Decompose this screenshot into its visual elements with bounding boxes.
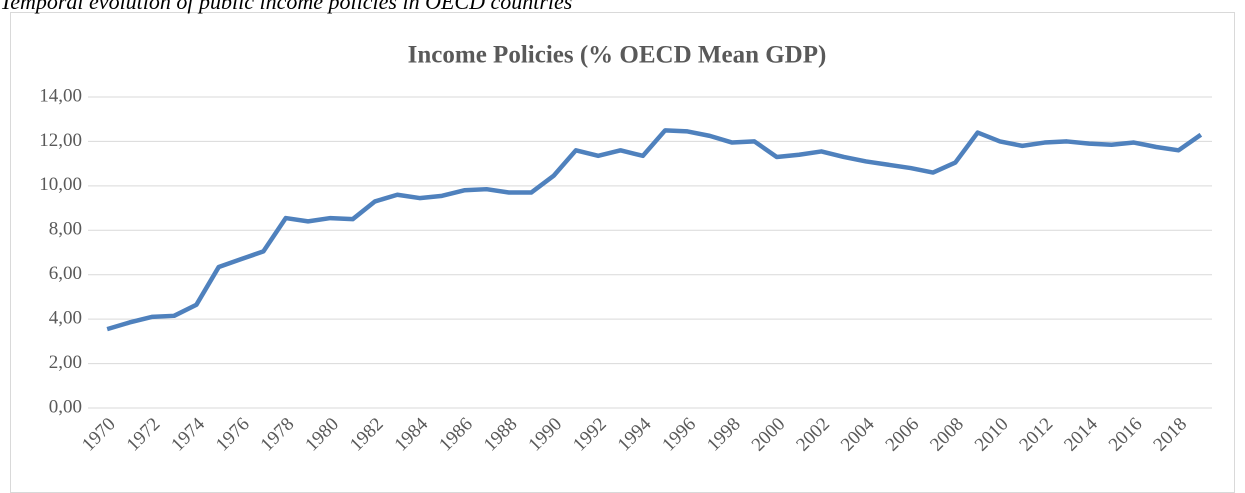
y-tick-label: 14,00 [39, 85, 82, 106]
y-tick-label: 6,00 [49, 263, 82, 284]
y-tick-label: 12,00 [39, 130, 82, 151]
y-tick-label: 4,00 [49, 308, 82, 329]
y-tick-label: 0,00 [49, 396, 82, 417]
data-line [106, 128, 1203, 332]
chart-title: Income Policies (% OECD Mean GDP) [408, 42, 827, 69]
y-tick-label: 8,00 [49, 219, 82, 240]
caption: Temporal evolution of public income poli… [0, 0, 572, 14]
y-tick-label: 10,00 [39, 174, 82, 195]
y-tick-label: 2,00 [49, 352, 82, 373]
chart-border [10, 12, 1235, 493]
